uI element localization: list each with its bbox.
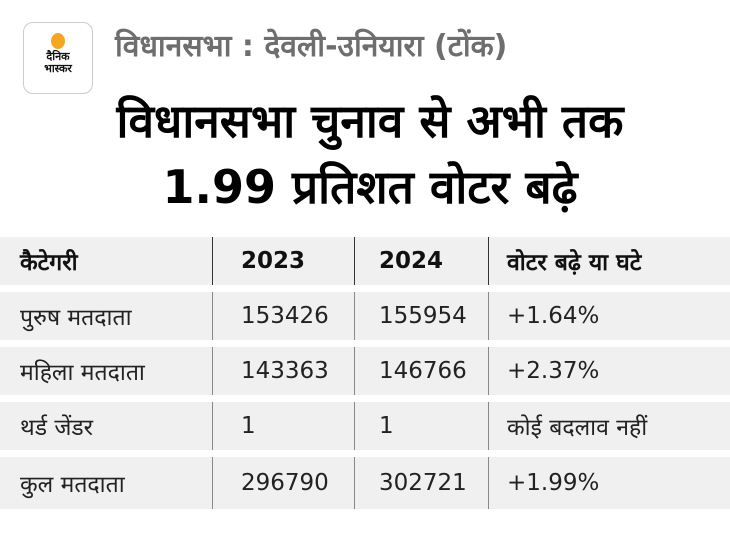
cell: 153426 [213,292,355,340]
logo-line2: भास्कर [44,62,72,75]
table-row: थर्ड जेंडर 1 1 कोई बदलाव नहीं [0,402,730,450]
cell: +2.37% [507,358,600,384]
cell: +1.99% [507,470,600,496]
logo-line1: दैनिक [46,50,70,63]
cell: +1.64% [507,303,600,329]
cell: 1 [213,402,355,450]
subtitle: विधानसभा : देवली-उनियारा (टोंक) [115,29,508,64]
dainik-bhaskar-logo: दैनिक भास्कर [23,22,93,94]
cell: 296790 [213,457,355,509]
header-cell: कैटेगरी [0,237,213,285]
header-cell: 2023 [213,237,355,285]
cell: 155954 [355,292,489,340]
cell: 146766 [355,347,489,395]
cell: कुल मतदाता [0,457,213,509]
cell: 302721 [355,457,489,509]
sun-icon [51,33,65,49]
cell: कोई बदलाव नहीं [507,415,648,441]
table-row: महिला मतदाता 143363 146766 +2.37% [0,347,730,395]
table-row: पुरुष मतदाता 153426 155954 +1.64% [0,292,730,340]
table-header: कैटेगरी 2023 2024 वोटर बढ़े या घटे [0,237,730,285]
table-row: कुल मतदाता 296790 302721 +1.99% [0,457,730,509]
cell: थर्ड जेंडर [0,402,213,450]
cell: 1 [355,402,489,450]
header-cell: वोटर बढ़े या घटे [507,250,642,276]
cell: पुरुष मतदाता [0,292,213,340]
voter-table: कैटेगरी 2023 2024 वोटर बढ़े या घटे पुरुष… [0,237,730,516]
header-cell: 2024 [355,237,489,285]
cell: 143363 [213,347,355,395]
headline: विधानसभा चुनाव से अभी तक 1.99 प्रतिशत वो… [116,94,624,214]
cell: महिला मतदाता [0,347,213,395]
